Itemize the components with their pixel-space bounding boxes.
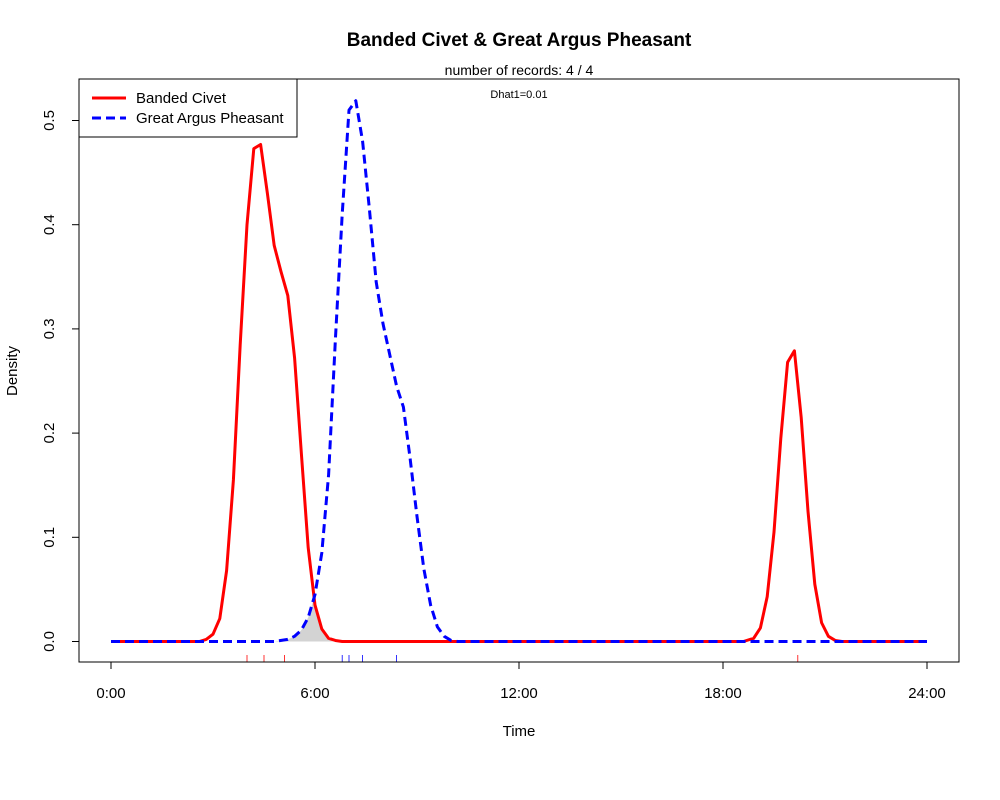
- y-tick-label: 0.4: [41, 214, 58, 235]
- x-axis: 0:00 6:00 12:00 18:00 24:00: [96, 661, 946, 702]
- x-tick-label: 0:00: [96, 685, 125, 702]
- plot-frame: [78, 78, 960, 663]
- x-axis-label: Time: [503, 723, 536, 740]
- x-tick-label: 12:00: [500, 685, 538, 702]
- x-tick-label: 18:00: [704, 685, 742, 702]
- x-tick-label: 24:00: [908, 685, 946, 702]
- y-tick-label: 0.3: [41, 318, 58, 339]
- legend-label-banded-civet: Banded Civet: [136, 90, 227, 107]
- y-tick-label: 0.2: [41, 423, 58, 444]
- y-axis: 0.0 0.1 0.2 0.3 0.4 0.5: [41, 110, 80, 652]
- y-tick-label: 0.1: [41, 527, 58, 548]
- overlap-area-layer: [111, 597, 927, 642]
- legend-box: [78, 78, 298, 138]
- y-tick-label: 0.5: [41, 110, 58, 131]
- series-line-banded-civet: [111, 142, 927, 643]
- x-tick-label: 6:00: [300, 685, 329, 702]
- chart-subtitle: number of records: 4 / 4: [445, 62, 594, 78]
- legend: Banded Civet Great Argus Pheasant: [78, 78, 298, 138]
- series-layer: [111, 99, 927, 643]
- y-axis-label: Density: [4, 345, 21, 396]
- chart-title: Banded Civet & Great Argus Pheasant: [347, 30, 692, 51]
- series-line-great-argus-pheasant: [111, 99, 927, 643]
- rug-layer: [246, 655, 799, 662]
- y-tick-label: 0.0: [41, 631, 58, 652]
- overlap-area: [111, 597, 927, 642]
- overlap-annotation: Dhat1=0.01: [490, 89, 547, 101]
- legend-label-great-argus-pheasant: Great Argus Pheasant: [136, 110, 284, 127]
